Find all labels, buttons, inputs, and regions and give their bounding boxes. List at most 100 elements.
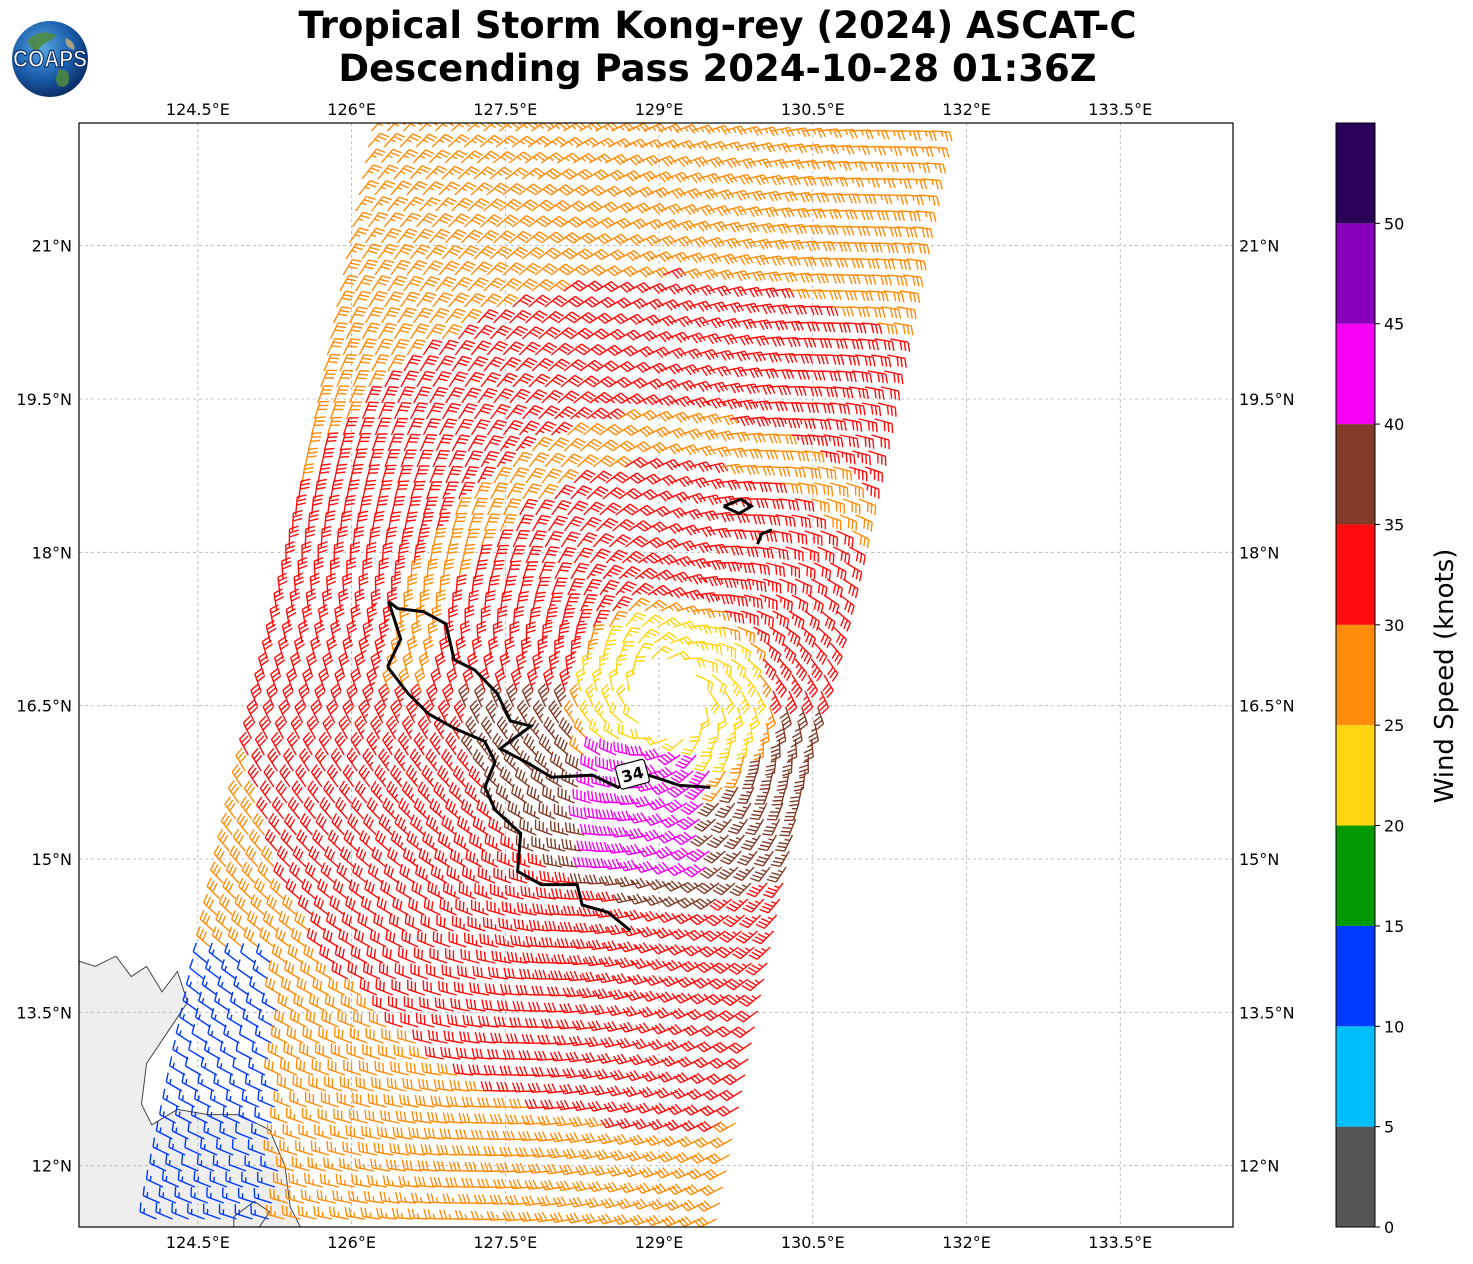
- wind-barb: [518, 1050, 541, 1061]
- wind-barb: [550, 263, 574, 276]
- wind-barb: [588, 858, 611, 869]
- wind-barb: [336, 525, 348, 548]
- wind-barb: [544, 452, 566, 468]
- wind-barb: [636, 154, 661, 167]
- wind-barb: [409, 1045, 429, 1060]
- wind-barb: [524, 1098, 547, 1110]
- wind-barb: [479, 933, 499, 948]
- wind-barb: [429, 798, 445, 820]
- wind-barb: [438, 339, 459, 356]
- wind-barb: [531, 514, 551, 532]
- wind-barb: [347, 813, 361, 836]
- wind-barb: [676, 976, 701, 988]
- wind-barb: [309, 572, 320, 596]
- wind-barb: [371, 510, 385, 532]
- wind-barb: [235, 1041, 253, 1060]
- wind-barb: [605, 392, 629, 404]
- wind-barb: [731, 1026, 755, 1039]
- wind-barb: [667, 944, 691, 956]
- wind-barb: [301, 463, 315, 484]
- wind-barb: [454, 1210, 477, 1220]
- wind-barb: [528, 1001, 550, 1012]
- wind-barb: [281, 1205, 301, 1220]
- wind-barb: [810, 257, 833, 268]
- wind-barb: [785, 546, 804, 562]
- wind-barb: [530, 1147, 554, 1158]
- wind-barb: [397, 542, 410, 564]
- wind-barb: [345, 1125, 365, 1140]
- wind-barb: [823, 354, 845, 366]
- wind-barb: [352, 862, 368, 884]
- wind-barb: [550, 342, 574, 356]
- wind-barb: [409, 323, 430, 340]
- wind-barb: [152, 1137, 170, 1156]
- wind-barb: [505, 1195, 528, 1206]
- wind-barb: [587, 1100, 611, 1112]
- wind-barb: [438, 260, 460, 276]
- wind-barb: [551, 421, 573, 436]
- wind-barb: [553, 168, 577, 180]
- wind-barb: [499, 356, 522, 372]
- wind-barb: [600, 875, 624, 886]
- wind-barb: [373, 1142, 394, 1156]
- wind-barb: [296, 829, 310, 852]
- wind-barb: [708, 446, 732, 458]
- wind-barb: [791, 674, 803, 698]
- wind-barb: [507, 800, 524, 820]
- wind-barb: [794, 337, 817, 348]
- wind-barb: [575, 922, 598, 933]
- wind-barb: [559, 1083, 583, 1095]
- wind-barb: [599, 579, 620, 596]
- wind-barb: [525, 389, 547, 404]
- wind-barb: [427, 1029, 448, 1044]
- wind-barb: [651, 1103, 675, 1115]
- wind-barb: [321, 588, 333, 612]
- wind-barb: [686, 929, 710, 941]
- wind-barb: [515, 357, 538, 372]
- wind-barb: [616, 1037, 640, 1049]
- contour-label-box: 34: [614, 758, 650, 790]
- wind-barb: [746, 335, 770, 347]
- wind-barb: [603, 1101, 627, 1113]
- wind-barb: [599, 653, 610, 676]
- wind-barb: [350, 604, 361, 628]
- wind-barb: [467, 1145, 490, 1156]
- wind-barb: [708, 690, 720, 714]
- wind-barb: [589, 548, 611, 564]
- wind-barb: [318, 667, 330, 692]
- wind-barb: [305, 588, 317, 612]
- wind-barb: [502, 1130, 525, 1141]
- wind-barb: [703, 850, 726, 864]
- wind-barb: [480, 716, 493, 740]
- wind-barb: [480, 1081, 502, 1092]
- wind-barb: [289, 588, 301, 612]
- wind-barb: [340, 994, 358, 1012]
- wind-barb: [238, 731, 251, 756]
- wind-barb: [666, 862, 691, 877]
- wind-barb: [395, 1110, 416, 1124]
- wind-barb: [650, 330, 674, 343]
- wind-barb: [740, 834, 761, 851]
- wind-barb: [467, 356, 489, 372]
- wind-barb: [573, 391, 597, 404]
- wind-barb: [477, 387, 498, 404]
- wind-barb: [370, 588, 381, 612]
- wind-barb: [249, 975, 266, 996]
- wind-barb: [820, 530, 839, 547]
- wind-barb: [527, 135, 552, 148]
- wind-barb: [630, 728, 652, 740]
- wind-barb: [523, 733, 537, 756]
- wind-barb: [736, 850, 758, 866]
- wind-barb: [708, 610, 730, 622]
- wind-barb: [728, 1042, 752, 1054]
- wind-barb: [422, 339, 443, 356]
- wind-barb: [555, 1099, 579, 1111]
- wind-barb: [593, 1068, 618, 1080]
- wind-barb: [504, 636, 515, 660]
- wind-barb: [588, 718, 604, 740]
- wind-barb: [441, 815, 457, 836]
- wind-barb: [692, 898, 717, 910]
- wind-barb: [750, 562, 771, 576]
- wind-barb: [686, 1088, 711, 1100]
- wind-barb: [518, 968, 541, 980]
